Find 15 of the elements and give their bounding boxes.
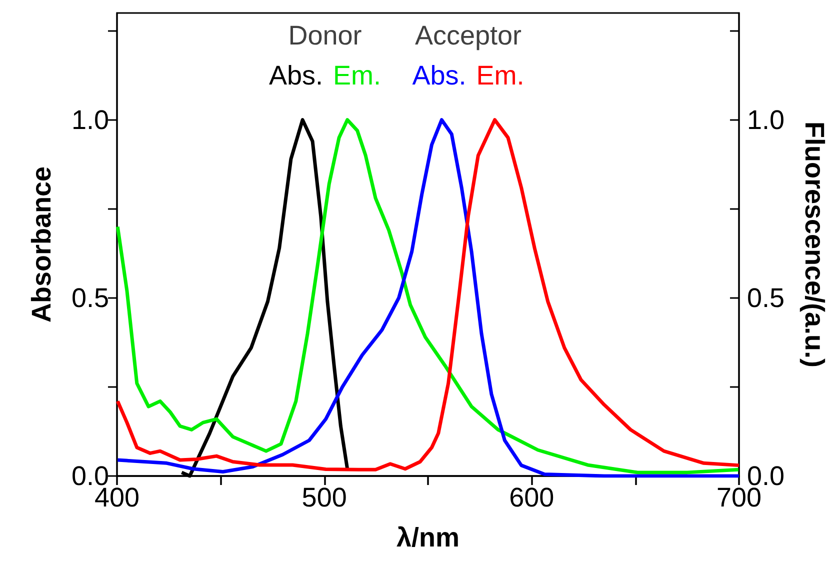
y-axis-title: Absorbance [26, 166, 56, 323]
y2-axis-title: Fluorescence/(a.u.) [800, 121, 830, 368]
series-label: Abs. [268, 60, 323, 90]
x-axis-title: λ/nm [396, 522, 460, 552]
series-label: Em. [476, 60, 524, 90]
x-tick-label: 500 [302, 482, 347, 512]
series-label: Abs. [412, 60, 466, 90]
x-tick-label: 600 [509, 482, 554, 512]
series-label: Em. [332, 60, 381, 90]
annotation: Donor [288, 20, 362, 50]
y-tick-label: 1.0 [71, 104, 109, 135]
y-tick-label: 0.5 [71, 282, 109, 313]
y2-tick-label: 1.0 [747, 104, 785, 135]
annotation: Acceptor [414, 20, 522, 50]
y2-tick-label: 0.5 [747, 282, 785, 313]
